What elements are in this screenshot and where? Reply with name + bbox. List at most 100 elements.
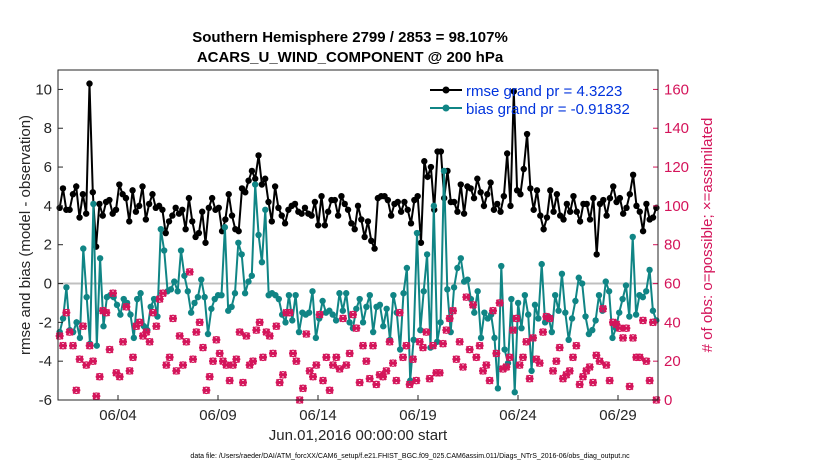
series-0-point bbox=[66, 206, 73, 213]
series-0-point bbox=[543, 214, 551, 221]
legend-bias-label: bias grand pr = -0.91832 bbox=[466, 101, 630, 118]
assimilated-point bbox=[535, 359, 544, 367]
series-0-point bbox=[275, 204, 282, 212]
y-tick-label-right: 60 bbox=[664, 276, 681, 293]
series-0-point bbox=[228, 212, 236, 219]
series-1-point bbox=[241, 290, 249, 297]
assimilated-point bbox=[332, 353, 341, 362]
assimilated-point bbox=[502, 363, 511, 371]
assimilated-point bbox=[199, 343, 207, 352]
series-0-point bbox=[308, 212, 315, 219]
assimilated-point bbox=[202, 386, 211, 395]
series-0-point bbox=[76, 214, 83, 221]
series-1-point bbox=[366, 291, 373, 299]
assimilated-point bbox=[159, 289, 167, 298]
assimilated-point bbox=[442, 326, 451, 334]
series-0-point bbox=[311, 198, 319, 206]
series-1-point bbox=[221, 224, 229, 231]
y-axis-label-right: # of obs: o=possible; ×=assimilated bbox=[699, 118, 716, 353]
series-1-point bbox=[383, 305, 390, 312]
assimilated-point bbox=[265, 332, 274, 340]
assimilated-point bbox=[95, 372, 104, 381]
series-1-point bbox=[396, 346, 404, 353]
assimilated-point bbox=[275, 378, 284, 387]
assimilated-point bbox=[342, 361, 351, 369]
series-0-point bbox=[566, 208, 574, 215]
assimilated-point bbox=[379, 372, 387, 381]
assimilated-point bbox=[475, 341, 484, 350]
assimilated-point bbox=[292, 357, 301, 366]
series-0-point bbox=[172, 204, 179, 212]
assimilated-point bbox=[372, 380, 381, 389]
y-tick-label-left: 6 bbox=[44, 159, 52, 176]
series-1-point bbox=[191, 299, 198, 307]
assimilated-point bbox=[229, 361, 237, 369]
series-1-point bbox=[160, 247, 168, 254]
series-1-point bbox=[245, 278, 252, 285]
series-1-point bbox=[518, 324, 525, 332]
series-1-point bbox=[423, 251, 431, 258]
series-0-point bbox=[520, 165, 527, 173]
assimilated-point bbox=[209, 357, 217, 366]
series-1-point bbox=[289, 317, 296, 324]
series-1-point bbox=[369, 328, 377, 336]
assimilated-point bbox=[165, 353, 174, 362]
series-0-point bbox=[364, 218, 372, 225]
assimilated-point bbox=[569, 353, 577, 362]
series-1-point bbox=[457, 255, 465, 262]
series-1-point bbox=[201, 293, 208, 301]
series-0-point bbox=[271, 183, 279, 190]
assimilated-point bbox=[249, 357, 257, 366]
assimilated-point bbox=[492, 349, 501, 358]
series-0-point bbox=[361, 233, 368, 241]
series-1-point bbox=[508, 295, 515, 303]
assimilated-point bbox=[445, 314, 454, 323]
series-0-point bbox=[291, 200, 299, 208]
plot-frame bbox=[57, 69, 659, 401]
assimilated-point bbox=[309, 372, 317, 381]
assimilated-point bbox=[362, 357, 371, 366]
series-1-point bbox=[262, 206, 269, 213]
series-1-point bbox=[187, 309, 195, 316]
series-0-point bbox=[437, 148, 445, 155]
assimilated-point bbox=[489, 306, 497, 315]
series-1-point bbox=[238, 251, 245, 258]
series-1-point bbox=[59, 315, 67, 322]
y-tick-label-right: 0 bbox=[664, 392, 672, 409]
series-0-point bbox=[59, 185, 67, 192]
assimilated-point bbox=[472, 353, 481, 362]
series-0-point bbox=[503, 150, 511, 157]
series-0-point bbox=[202, 239, 209, 246]
assimilated-point bbox=[272, 322, 281, 331]
series-1-point bbox=[339, 307, 347, 314]
series-0-point bbox=[225, 191, 232, 198]
assimilated-point bbox=[65, 328, 74, 336]
series-0-point bbox=[248, 167, 256, 175]
series-0-point bbox=[629, 171, 637, 179]
series-0-point bbox=[245, 177, 252, 184]
assimilated-point bbox=[419, 343, 427, 352]
assimilated-point bbox=[162, 361, 171, 369]
series-0-point bbox=[338, 192, 345, 200]
series-1-point bbox=[292, 291, 299, 299]
series-0-point bbox=[586, 216, 594, 223]
series-1-point bbox=[204, 330, 212, 338]
assimilated-point bbox=[129, 353, 137, 362]
assimilated-point bbox=[392, 376, 401, 385]
series-1-point bbox=[127, 311, 134, 318]
series-1-point bbox=[437, 319, 444, 326]
series-1-point bbox=[137, 290, 144, 297]
assimilated-point bbox=[259, 353, 267, 362]
series-1-point bbox=[491, 334, 498, 342]
series-0-point bbox=[255, 152, 262, 159]
series-0-point bbox=[358, 216, 365, 223]
series-1-point bbox=[632, 311, 640, 318]
series-0-point bbox=[573, 208, 580, 215]
y-tick-label-left: -4 bbox=[39, 353, 52, 370]
series-0-point bbox=[600, 196, 607, 204]
series-0-point bbox=[222, 216, 229, 223]
series-1-point bbox=[410, 336, 417, 344]
y-tick-label-left: -6 bbox=[39, 392, 52, 409]
series-0-point bbox=[490, 206, 498, 213]
